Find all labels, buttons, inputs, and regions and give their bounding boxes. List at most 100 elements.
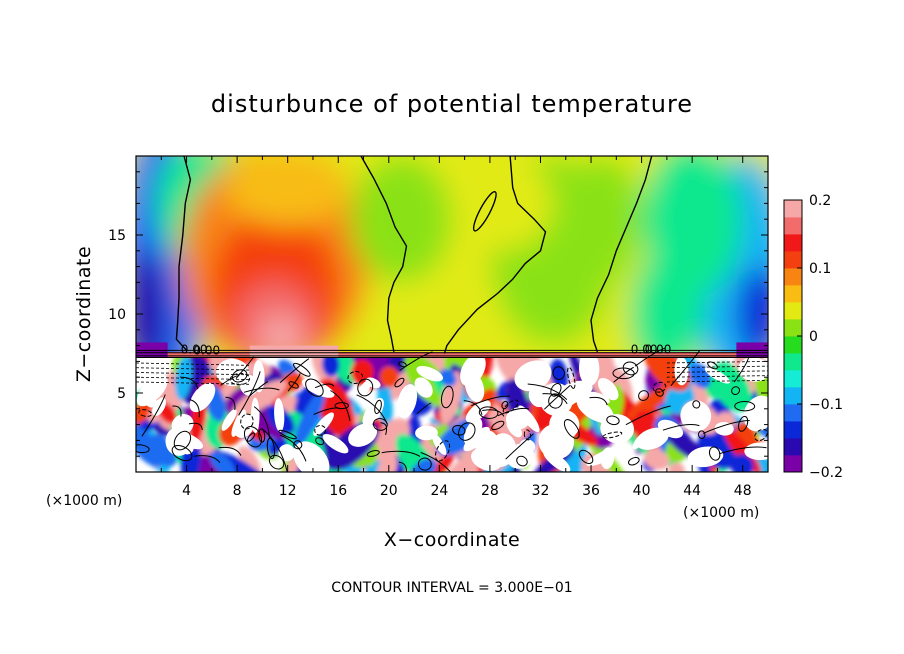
contour-line [136,372,250,376]
chart-title: disturbunce of potential temperature [211,90,693,118]
heatmap-cell [395,433,439,472]
contour-line [243,387,280,393]
x-axis-label: X−coordinate [384,529,520,551]
colorbar-tick-label: −0.1 [809,397,843,413]
heatmap-cell [416,365,444,382]
colorbar-block [784,251,802,269]
contour-line [472,191,497,232]
contour-line [171,445,193,462]
heatmap-cell [415,425,438,441]
contour-line [136,367,250,371]
contour-line [194,455,221,464]
heatmap-cell [249,345,339,357]
contour-line [372,418,388,431]
contour-line [136,381,250,385]
contour-line [246,432,256,442]
y-tick-label: 5 [117,386,126,402]
x-tick-label: 4 [182,483,191,499]
contour-line [240,413,254,430]
heatmap-cell [414,377,433,398]
contour-line [589,396,608,406]
heatmap-cell [704,367,731,384]
heatmap-cell [643,449,670,470]
heatmap-cell [627,380,680,420]
contour-line [443,156,547,354]
contour-line [138,409,153,417]
heatmap-cell [224,156,351,228]
x-tick-label: 8 [233,483,242,499]
colorbar-block [784,285,802,303]
contour-line [347,371,364,385]
contour-line [334,402,350,410]
contour-line [278,429,297,440]
heatmap-cell [136,342,168,357]
contour-line [527,383,568,401]
colorbar-tick-label: 0.2 [809,193,831,209]
contour-line [381,450,421,457]
plot-area: 0.000.00 0.000.00 4 8 12 16 20 24 28 32 36 40 44 485… [108,155,769,499]
heatmap-cell [600,414,635,444]
y-tick-label: 10 [108,307,126,323]
contour-line [567,366,576,389]
contour-line [463,400,483,416]
contour-line [543,384,571,410]
contour-line [313,407,342,415]
colorbar-tick-label: 0 [809,329,818,345]
contour-line [357,378,374,397]
contour-line [634,347,666,367]
heatmap-cell [463,418,483,445]
heatmap-cell [274,398,285,433]
contour-line [478,406,499,419]
colorbar-block [784,217,802,235]
contour-line [261,428,288,472]
heatmap-cell [171,414,194,436]
heatmap-cell [528,385,548,408]
contour-line [625,405,671,426]
colorbar-block [784,268,802,286]
x-unit-right: (×1000 m) [683,505,759,521]
contour-label: 0.00 [645,343,672,357]
contour-line [398,461,408,472]
contour-line [548,393,563,409]
x-tick-label: 16 [329,483,347,499]
colorbar-block [784,302,802,320]
heatmap-cell [322,434,349,454]
x-tick-label: 20 [380,483,398,499]
x-tick-label: 40 [633,483,651,499]
contour-line [416,402,432,415]
contour-line [136,376,250,380]
contour-line [523,429,532,441]
contour-line [738,415,749,432]
x-tick-label: 32 [532,483,550,499]
contour-line [248,381,269,398]
heatmap-cell [293,441,330,472]
heatmap-cell [680,400,712,432]
x-tick-label: 36 [582,483,600,499]
heatmap-cell [687,446,724,468]
heatmap-cell [578,357,600,387]
heatmap-cell [331,357,357,384]
colorbar-block [784,319,802,337]
contour-line [613,366,634,383]
heatmap-cell [379,366,399,388]
heatmap-cell [293,390,325,449]
heatmap-cell [136,351,768,357]
contour-line [666,379,768,383]
contour-line [606,415,620,426]
heatmap-upper-layer [136,156,768,357]
contour-line [734,401,756,412]
colorbar-block [784,455,802,473]
contour-line [622,361,639,376]
colorbar-block [784,438,802,456]
contour-lines: 0.000.00 0.000.00 [136,156,768,472]
heatmap-cell [430,452,455,472]
contour-label: 0.00 [181,343,208,357]
heatmap-cell [301,378,335,398]
contour-line [330,390,351,421]
contour-interval-note: CONTOUR INTERVAL = 3.000E−01 [331,580,572,596]
contour-line [225,396,236,411]
contour-line [458,422,476,441]
heatmap-cell [464,372,485,403]
heatmap-cell [597,377,619,401]
